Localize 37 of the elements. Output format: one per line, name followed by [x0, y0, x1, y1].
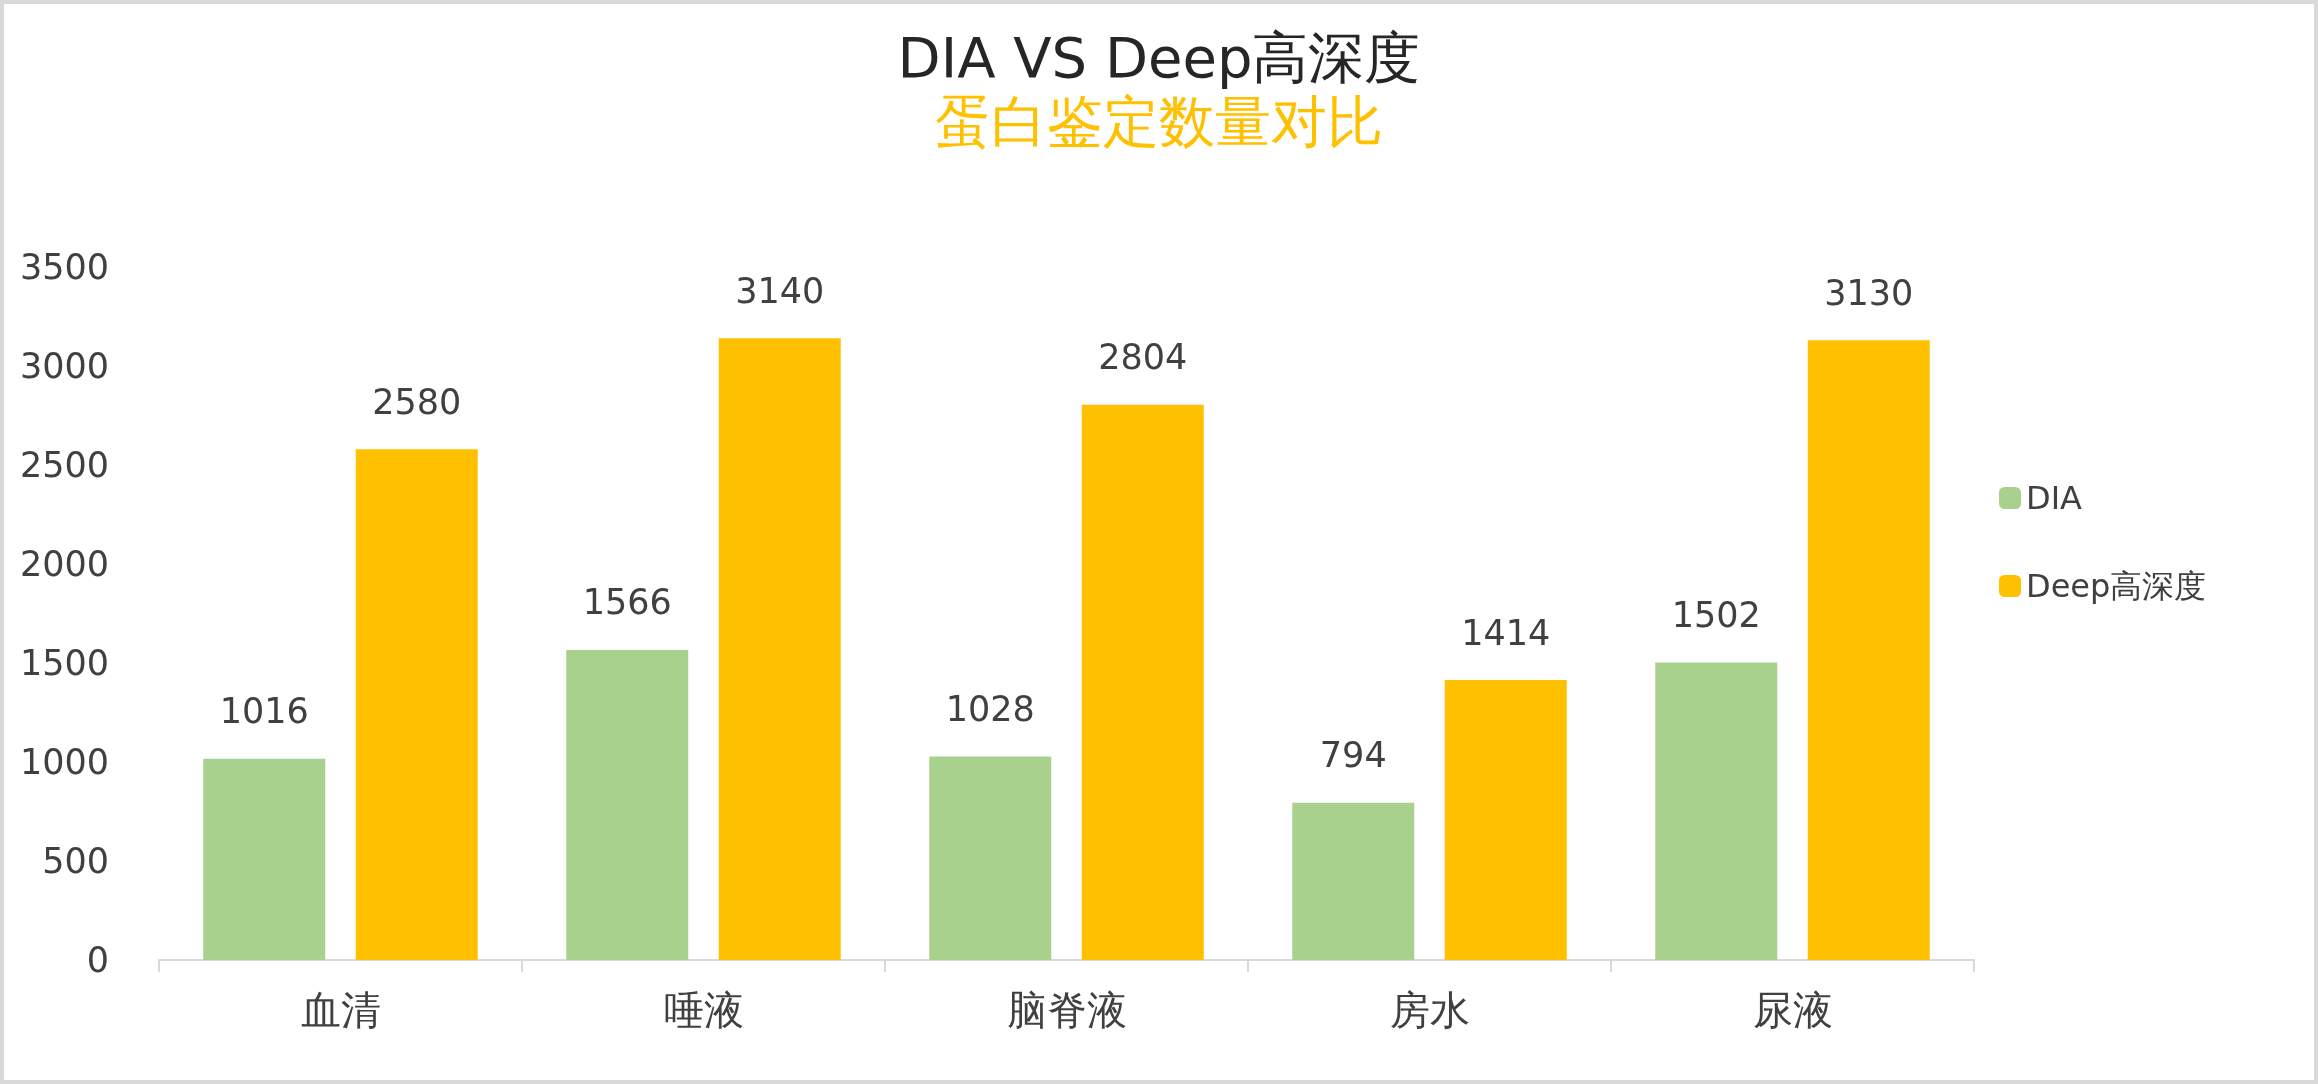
chart-subtitle: 蛋白鉴定数量对比	[935, 88, 1383, 154]
data-label: 1028	[945, 688, 1035, 729]
bar	[203, 758, 326, 960]
x-tick-label: 血清	[300, 987, 381, 1033]
bar	[1655, 662, 1778, 960]
y-tick-label: 1000	[19, 742, 109, 782]
y-tick-label: 2500	[19, 445, 109, 485]
bar	[929, 756, 1052, 960]
y-tick-label: 3500	[19, 247, 109, 287]
data-label: 3140	[735, 270, 825, 311]
x-tick-label: 唾液	[663, 987, 744, 1033]
x-tick-label: 房水	[1389, 987, 1470, 1033]
data-label: 3130	[1824, 272, 1914, 313]
x-tick-label: 尿液	[1752, 987, 1833, 1033]
bar	[1444, 680, 1567, 960]
data-label: 794	[1319, 735, 1387, 776]
y-tick-label: 1500	[19, 643, 109, 683]
legend-label: DIA	[2026, 479, 2083, 517]
y-tick-label: 2000	[19, 544, 109, 584]
data-label: 1414	[1461, 612, 1551, 653]
bar	[1807, 340, 1930, 960]
bar	[1081, 404, 1204, 960]
bar	[355, 449, 478, 960]
data-label: 2580	[372, 381, 462, 422]
chart-title: DIA VS Deep高深度	[897, 24, 1421, 90]
data-label: 1566	[582, 582, 672, 623]
data-label: 2804	[1098, 337, 1188, 378]
x-tick-label: 脑脊液	[1006, 987, 1127, 1033]
bar	[718, 338, 841, 960]
y-tick-label: 500	[42, 841, 109, 881]
legend-label: Deep高深度	[2026, 567, 2207, 605]
data-label: 1502	[1671, 595, 1761, 636]
bar	[1292, 802, 1415, 960]
bar	[566, 649, 689, 960]
data-label: 1016	[219, 691, 309, 732]
y-tick-label: 3000	[19, 346, 109, 386]
y-tick-label: 0	[86, 940, 109, 980]
